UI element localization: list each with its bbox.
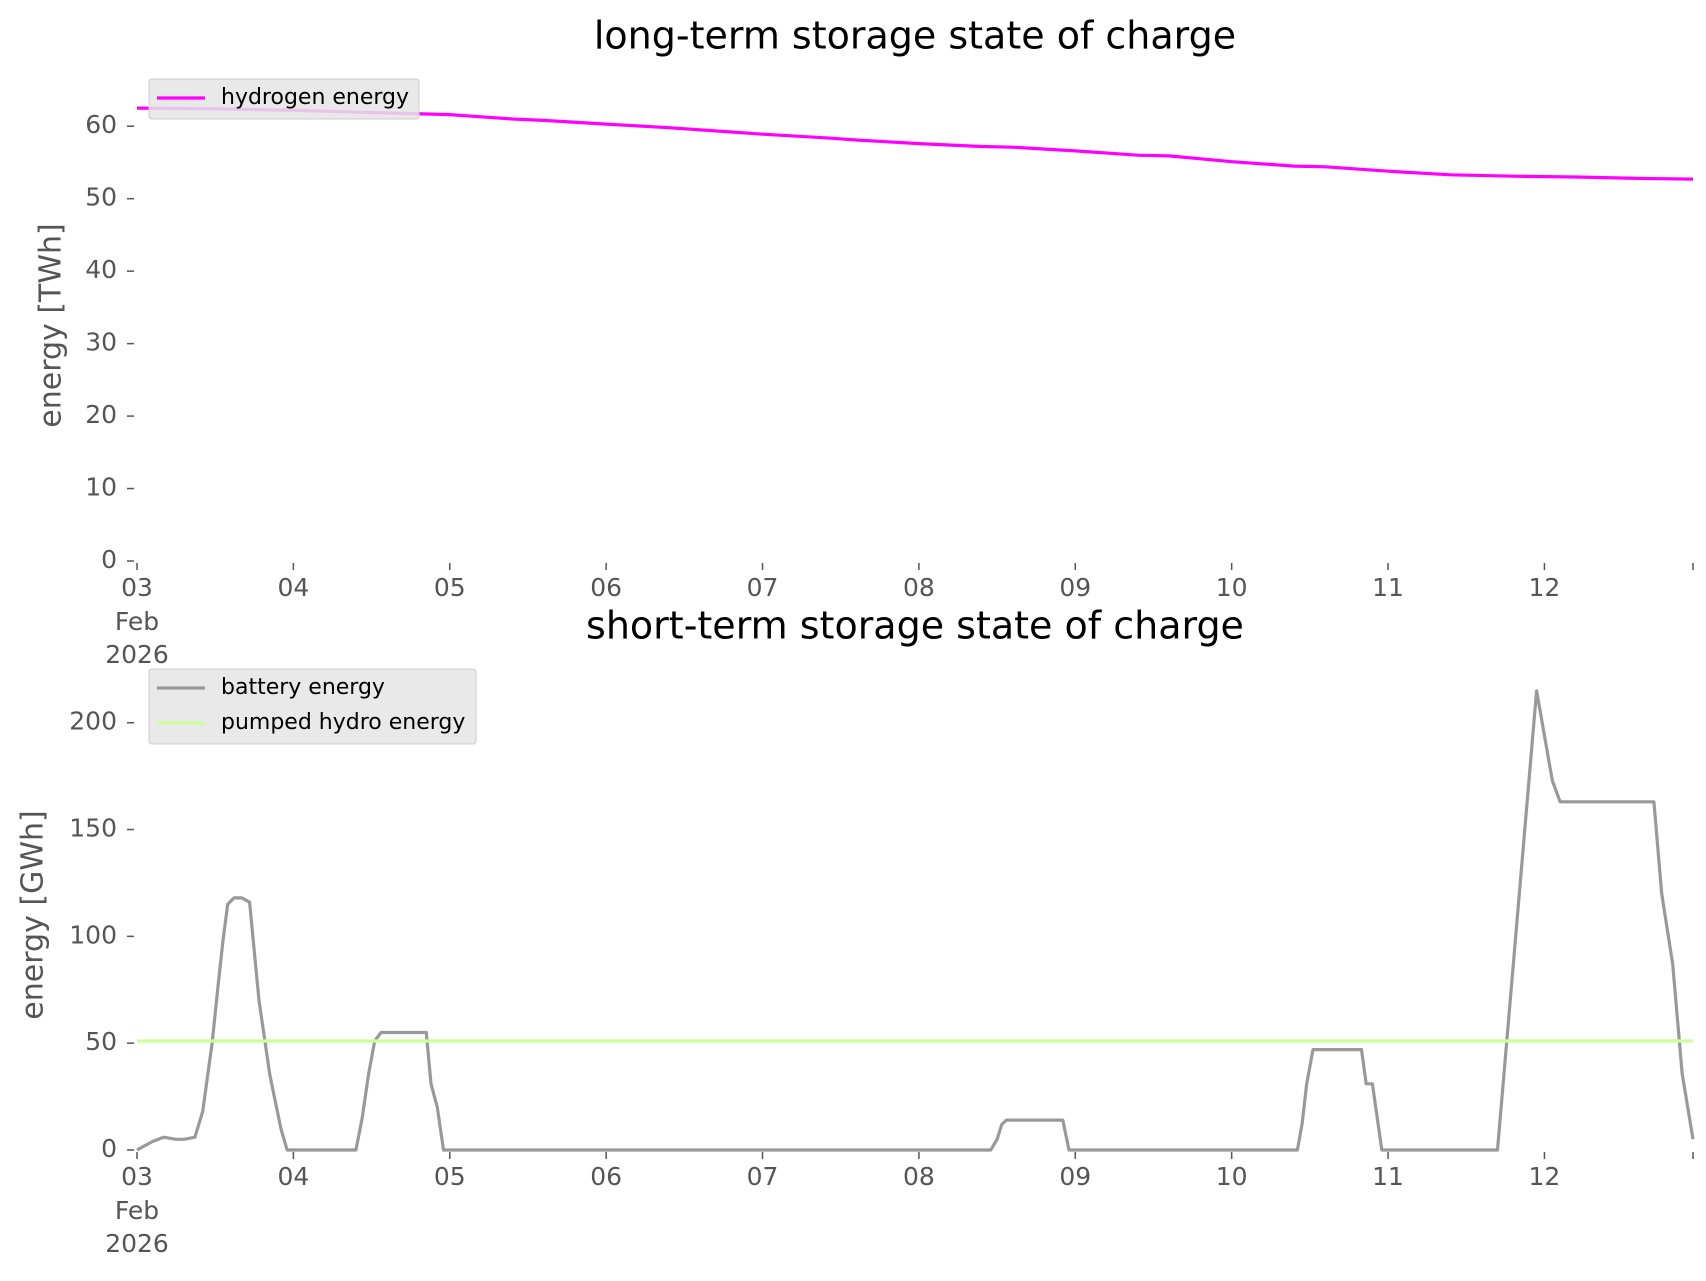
x-tick-label: 06 [590, 1162, 622, 1191]
y-tick-label: 0 [101, 545, 117, 574]
x-tick-label: 08 [903, 1162, 935, 1191]
x-tick-label: 05 [434, 1162, 466, 1191]
legend-box [148, 668, 477, 745]
x-tick-sublabel: Feb [115, 1196, 159, 1225]
y-axis-label: energy [TWh] [34, 223, 69, 427]
x-tick-label: 09 [1059, 573, 1091, 602]
x-tick-sublabel: 2026 [105, 1229, 169, 1258]
y-tick-label: 100 [69, 920, 117, 949]
chart-panel-2: short-term storage state of charge energy… [16, 604, 1695, 1258]
x-tick-label: 12 [1529, 573, 1561, 602]
x-tick-label: 05 [434, 573, 466, 602]
y-tick-label: 10 [85, 473, 117, 502]
legend-box [148, 78, 420, 120]
legend-label: hydrogen energy [221, 85, 409, 110]
x-tick-label: 11 [1372, 573, 1404, 602]
x-tick-label: 07 [747, 1162, 779, 1191]
y-tick-label: 30 [85, 328, 117, 357]
x-tick-label: 10 [1216, 1162, 1248, 1191]
x-tick-label: 03 [121, 573, 153, 602]
legend: battery energy pumped hydro energy [148, 668, 477, 745]
chart-title: long-term storage state of charge [594, 14, 1236, 58]
series-line-battery-energy [136, 689, 1695, 1152]
y-tick-label: 60 [85, 110, 117, 139]
x-tick-label: 04 [277, 1162, 309, 1191]
y-tick-label: 0 [101, 1134, 117, 1163]
x-tick-label: 08 [903, 573, 935, 602]
chart-panel-1: long-term storage state of charge energy … [34, 14, 1694, 669]
x-tick-label: 12 [1529, 1162, 1561, 1191]
legend-label: pumped hydro energy [221, 710, 465, 735]
x-tick-label: 06 [590, 573, 622, 602]
chart-title: short-term storage state of charge [586, 604, 1244, 648]
x-tick-sublabel: 2026 [105, 640, 169, 669]
x-tick-label: 04 [277, 573, 309, 602]
legend: hydrogen energy [148, 78, 420, 120]
y-axis-label: energy [GWh] [16, 810, 51, 1019]
x-tick-sublabel: Feb [115, 607, 159, 636]
x-tick-label: 03 [121, 1162, 153, 1191]
y-tick-label: 200 [69, 707, 117, 736]
y-tick-label: 20 [85, 400, 117, 429]
y-tick-label: 50 [85, 1027, 117, 1056]
y-tick-label: 50 [85, 183, 117, 212]
x-tick-label: 11 [1372, 1162, 1404, 1191]
x-tick-label: 10 [1216, 573, 1248, 602]
series-line-hydrogen-energy [136, 106, 1694, 181]
y-tick-label: 150 [69, 814, 117, 843]
x-tick-label: 07 [747, 573, 779, 602]
y-tick-label: 40 [85, 255, 117, 284]
legend-label: battery energy [221, 675, 385, 700]
x-tick-label: 09 [1059, 1162, 1091, 1191]
